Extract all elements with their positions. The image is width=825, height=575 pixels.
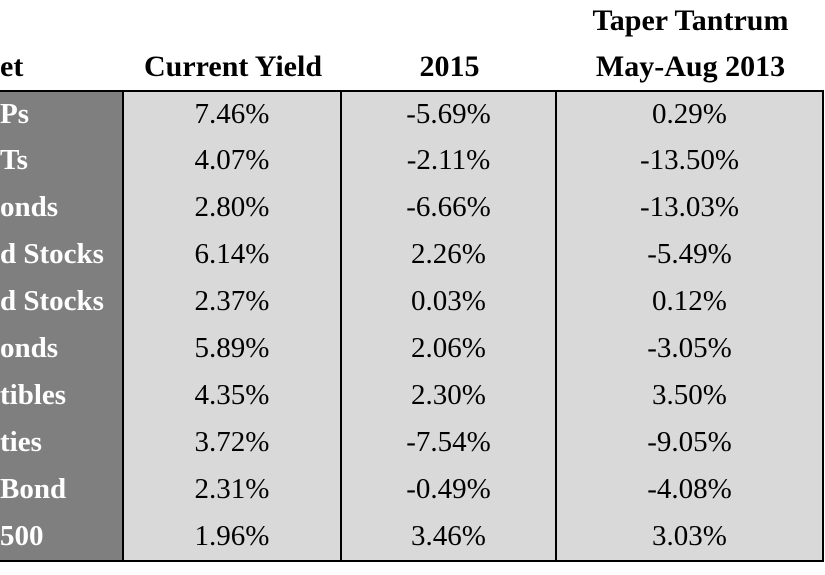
value-cell: 2.80% [124, 184, 342, 233]
value-cell: -6.66% [342, 184, 557, 233]
value-cell: 3.50% [557, 372, 824, 421]
row-label: ties [0, 419, 124, 468]
header-cell: Taper Tantrum May-Aug 2013 [557, 0, 824, 90]
value-cell: -2.11% [342, 137, 557, 186]
row-label: Ps [0, 90, 124, 139]
value-cell: 1.96% [124, 513, 342, 562]
header-text: May-Aug 2013 [595, 50, 786, 83]
value-cell: 0.29% [557, 90, 824, 139]
value-cell: 3.03% [557, 513, 824, 562]
value-cell: 7.46% [124, 90, 342, 139]
row-label: onds [0, 325, 124, 374]
row-label: onds [0, 184, 124, 233]
value-cell: 2.26% [342, 231, 557, 280]
header-cell: et [0, 0, 124, 90]
value-cell: 2.30% [342, 372, 557, 421]
value-cell: 2.31% [124, 466, 342, 515]
value-cell: 2.37% [124, 278, 342, 327]
value-cell: 2.06% [342, 325, 557, 374]
value-cell: -5.69% [342, 90, 557, 139]
row-label: d Stocks [0, 231, 124, 280]
header-cell: 2015 [342, 0, 557, 90]
value-cell: -0.49% [342, 466, 557, 515]
value-cell: 4.07% [124, 137, 342, 186]
header-text: 2015 [419, 50, 480, 83]
row-label: tibles [0, 372, 124, 421]
header-text: et [0, 50, 24, 83]
value-cell: 6.14% [124, 231, 342, 280]
value-cell: -9.05% [557, 419, 824, 468]
value-cell: -3.05% [557, 325, 824, 374]
row-label: Ts [0, 137, 124, 186]
value-cell: 0.03% [342, 278, 557, 327]
value-cell: -13.50% [557, 137, 824, 186]
value-cell: -5.49% [557, 231, 824, 280]
value-cell: -7.54% [342, 419, 557, 468]
value-cell: 3.46% [342, 513, 557, 562]
value-cell: 4.35% [124, 372, 342, 421]
row-label: Bond [0, 466, 124, 515]
header-text: Taper Tantrum [592, 4, 789, 37]
value-cell: -4.08% [557, 466, 824, 515]
header-text: Current Yield [143, 50, 323, 83]
header-cell: Current Yield [124, 0, 342, 90]
row-label: d Stocks [0, 278, 124, 327]
row-label: 500 [0, 513, 124, 562]
value-cell: 0.12% [557, 278, 824, 327]
value-cell: 3.72% [124, 419, 342, 468]
value-cell: -13.03% [557, 184, 824, 233]
value-cell: 5.89% [124, 325, 342, 374]
